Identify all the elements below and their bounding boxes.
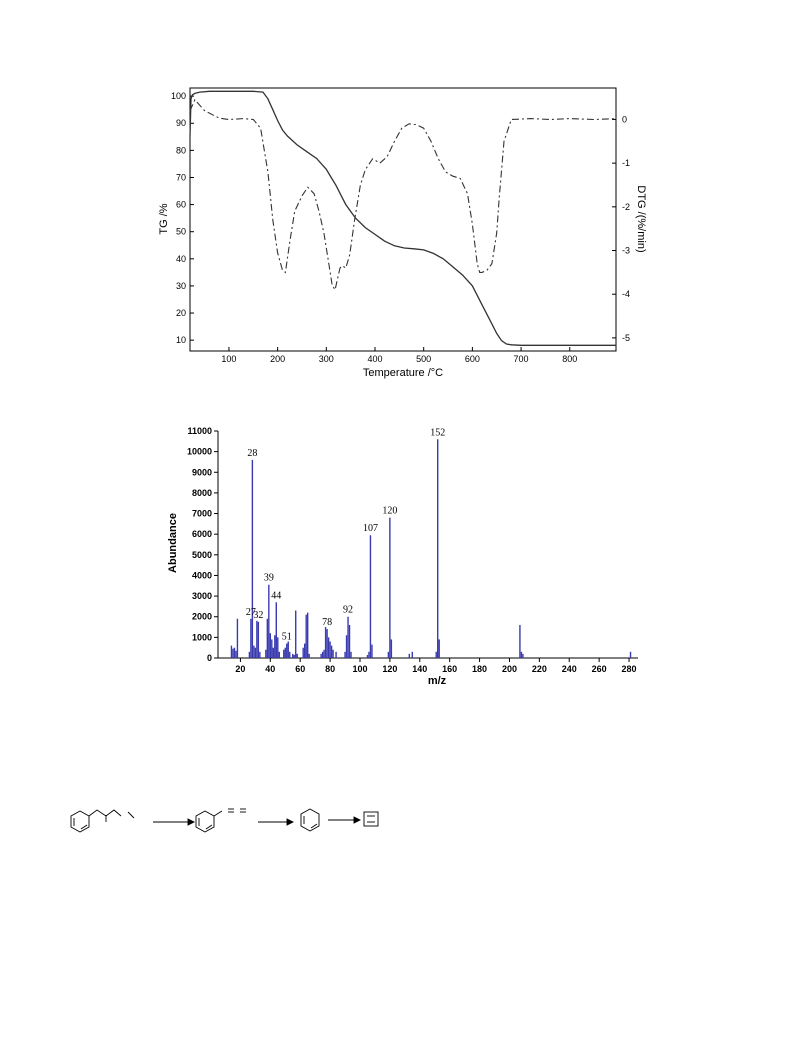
- ms-peak-label: 44: [271, 590, 281, 601]
- dtg-y-tick-label: -3: [622, 246, 630, 256]
- ms-x-axis: 20 40 60 80 100 120 140 160 180 200 220 240 260 280: [235, 658, 637, 674]
- cyclobutadiene-square: [363, 811, 379, 827]
- tg-y-tick-label: 50: [176, 227, 186, 237]
- reaction-arrow-3-head: [353, 816, 362, 824]
- tg-x-axis-label: Temperature /°C: [363, 367, 443, 379]
- tg-dtg-chart: 100 200 300 400 500 600 700 800 102030405060708…: [158, 87, 647, 379]
- tg-y-tick-label: 20: [176, 308, 186, 318]
- tg-x-tick-label: 100: [221, 354, 236, 364]
- tg-x-tick-label: 800: [562, 354, 577, 364]
- dtg-y-tick-label: -2: [622, 202, 630, 212]
- reactant-benzene-ring: [70, 810, 90, 833]
- dtg-y-tick-label: -4: [622, 289, 630, 299]
- dtg-y-axis-label: DTG /(%/min): [635, 185, 647, 252]
- tg-y-tick-label: 70: [176, 172, 186, 182]
- reaction-arrow-2-head: [286, 818, 295, 826]
- ms-x-tick-label: 180: [472, 664, 487, 674]
- dtg-y-tick-label: 0: [622, 114, 627, 124]
- ms-y-tick-label: 6000: [192, 529, 212, 539]
- ms-peak-label: 39: [264, 573, 274, 584]
- ms-x-tick-label: 120: [382, 664, 397, 674]
- tg-y-tick-label: 10: [176, 335, 186, 345]
- reaction-arrow-1-head: [187, 818, 196, 826]
- ms-x-tick-label: 160: [442, 664, 457, 674]
- ms-y-tick-label: 3000: [192, 591, 212, 601]
- ms-y-tick-label: 8000: [192, 488, 212, 498]
- tg-x-tick-label: 500: [416, 354, 431, 364]
- ms-peak-label: 28: [247, 448, 257, 459]
- tg-plot-frame: [189, 87, 617, 352]
- ms-y-tick-label: 0: [207, 653, 212, 663]
- dtg-curve: [189, 98, 617, 292]
- tg-y-axis: 10 20 30 40 50 60 70 80 90 100: [171, 91, 194, 345]
- ms-x-tick-label: 40: [265, 664, 275, 674]
- reaction-scheme: [70, 808, 379, 833]
- tg-y-tick-label: 100: [171, 91, 186, 101]
- dtg-y-axis: 0 -1 -2 -3 -4 -5: [612, 114, 630, 343]
- dtg-y-tick-label: -1: [622, 158, 630, 168]
- ms-y-axis: 0 1000 2000 3000 4000 5000 6000 7000 8000 9000 100…: [187, 426, 218, 663]
- ms-x-tick-label: 80: [325, 664, 335, 674]
- ms-peak-label: 120: [382, 506, 397, 517]
- mass-spectrum-chart: 20 40 60 80 100 120 140 160 180 200 220 240 260 280 0…: [167, 426, 638, 687]
- dtg-y-tick-label: -5: [622, 333, 630, 343]
- reactant-side-bond: [127, 811, 135, 819]
- ms-bar-group: [230, 439, 632, 658]
- tg-x-tick-label: 400: [367, 354, 382, 364]
- ms-y-tick-label: 7000: [192, 509, 212, 519]
- ms-x-tick-label: 20: [235, 664, 245, 674]
- ms-y-tick-label: 2000: [192, 612, 212, 622]
- ms-y-tick-label: 5000: [192, 550, 212, 560]
- tg-y-tick-label: 60: [176, 200, 186, 210]
- intermediate-benzene-ring: [195, 810, 215, 833]
- tg-y-tick-label: 90: [176, 118, 186, 128]
- ms-peak-label: 78: [322, 617, 332, 628]
- tg-x-tick-label: 700: [514, 354, 529, 364]
- reactant-side-chain: [88, 809, 122, 817]
- ms-peak-label: 51: [282, 632, 292, 643]
- tg-y-axis-label: TG /%: [158, 203, 170, 234]
- ms-peak-label: 32: [253, 610, 263, 621]
- ms-x-tick-label: 260: [592, 664, 607, 674]
- intermediate-double-bonds: [228, 808, 246, 813]
- intermediate-side-bond: [213, 810, 223, 817]
- ms-y-tick-label: 11000: [187, 426, 212, 436]
- ms-x-axis-label: m/z: [428, 675, 447, 687]
- ms-y-tick-label: 1000: [192, 632, 212, 642]
- tg-y-tick-label: 30: [176, 281, 186, 291]
- ms-y-tick-label: 10000: [187, 447, 212, 457]
- tg-series-group: [189, 90, 617, 346]
- ms-x-tick-label: 240: [562, 664, 577, 674]
- ms-x-tick-label: 100: [352, 664, 367, 674]
- ms-peak-label: 27: [246, 607, 256, 618]
- tg-x-tick-label: 200: [270, 354, 285, 364]
- tg-curve: [189, 90, 616, 346]
- ms-x-tick-label: 280: [622, 664, 637, 674]
- ms-x-tick-label: 140: [412, 664, 427, 674]
- ms-peak-label: 152: [430, 427, 445, 438]
- ms-y-axis-label: Abundance: [167, 513, 179, 573]
- ms-y-tick-label: 4000: [192, 570, 212, 580]
- ms-y-tick-label: 9000: [192, 467, 212, 477]
- tg-x-tick-label: 300: [319, 354, 334, 364]
- ms-x-tick-label: 60: [295, 664, 305, 674]
- ms-peak-label: 107: [363, 523, 378, 534]
- tg-y-tick-label: 40: [176, 254, 186, 264]
- ms-x-tick-label: 220: [532, 664, 547, 674]
- tg-y-tick-label: 80: [176, 145, 186, 155]
- ms-x-tick-label: 200: [502, 664, 517, 674]
- product-benzene-ring: [300, 808, 320, 832]
- ms-peak-label: 92: [343, 605, 353, 616]
- tg-x-axis: 100 200 300 400 500 600 700 800: [221, 347, 577, 364]
- tg-x-tick-label: 600: [465, 354, 480, 364]
